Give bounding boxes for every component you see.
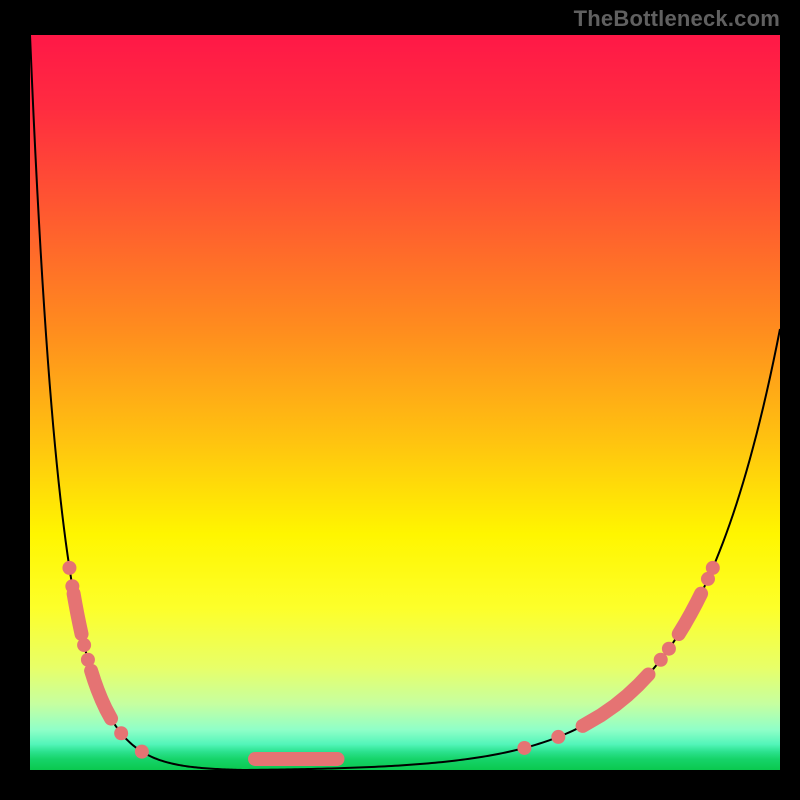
watermark-text: TheBottleneck.com [574,6,780,32]
data-bead-run [583,674,649,725]
plot-area [30,35,780,770]
data-bead-run [91,671,111,719]
plot-outer-frame [0,0,800,800]
data-bead [551,730,565,744]
data-bead [706,561,720,575]
data-bead [62,561,76,575]
data-bead [77,638,91,652]
data-bead-run [74,594,82,634]
data-bead [135,745,149,759]
data-bead [517,741,531,755]
data-bead [662,642,676,656]
data-bead [114,726,128,740]
chart-svg [30,35,780,770]
data-bead-run [679,594,701,634]
